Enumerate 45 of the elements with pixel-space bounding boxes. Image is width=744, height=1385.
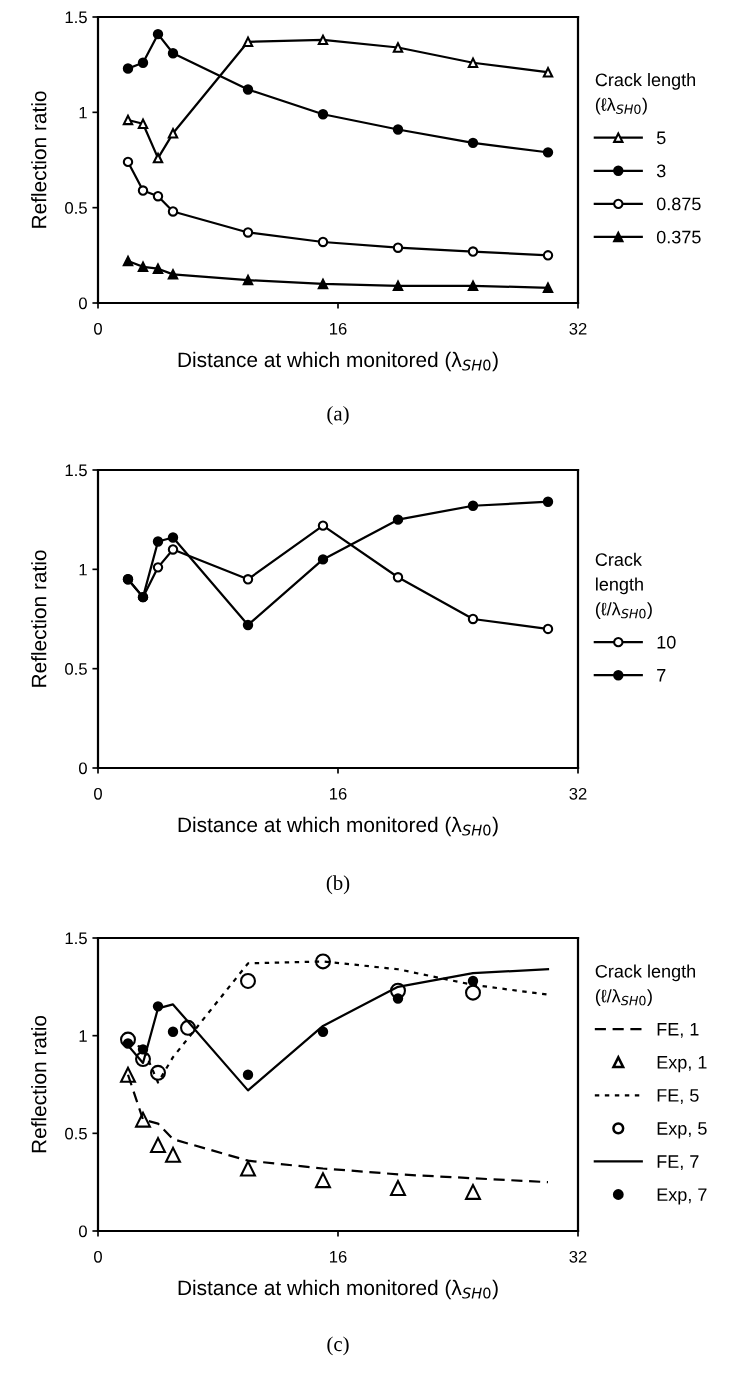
legend-label: 5 xyxy=(656,131,666,145)
legend-title: Crack length (ℓλ$_{SH0}$) xyxy=(595,72,696,115)
x-axis-title: Distance at which monitored (λ$_{SH0}$) xyxy=(178,1279,498,1300)
text: (b) xyxy=(326,875,350,895)
y-tick-label: 0 xyxy=(78,297,87,310)
legend-label: FE, 5 xyxy=(657,1089,699,1104)
x-tick-label: 0 xyxy=(94,322,102,335)
y-tick-label: 1 xyxy=(79,563,87,576)
legend-label: Exp, 7 xyxy=(657,1188,707,1205)
legend-label: Exp, 1 xyxy=(657,1056,707,1073)
legend-label: 10 xyxy=(657,635,676,649)
text: (a) xyxy=(327,405,349,425)
y-axis-title: Reflection ratio xyxy=(31,550,47,687)
x-axis-title: Distance at which monitored (λ$_{SH0}$) xyxy=(178,816,498,837)
y-tick-label: 0 xyxy=(78,762,87,775)
y-tick-label: 1.5 xyxy=(65,11,87,24)
y-tick-label: 0.5 xyxy=(65,663,87,675)
legend-label: 0.375 xyxy=(656,230,701,244)
legend-label: 0.875 xyxy=(656,197,701,211)
x-tick-label: 0 xyxy=(94,1250,102,1263)
y-tick-label: 1.5 xyxy=(65,932,87,945)
y-axis-title: Reflection ratio xyxy=(31,1015,47,1153)
legend-label: Exp, 5 xyxy=(657,1122,707,1139)
legend-label: 3 xyxy=(656,164,666,178)
legend-title: Crack length (ℓ/λ$_{SH0}$) xyxy=(595,552,652,619)
x-tick-label: 16 xyxy=(330,1250,347,1263)
y-tick-label: 0 xyxy=(78,1225,87,1238)
y-tick-label: 1 xyxy=(79,1030,87,1042)
legend-label: 7 xyxy=(657,669,666,682)
x-tick-label: 32 xyxy=(569,787,587,800)
legend-label: FE, 7 xyxy=(657,1155,699,1171)
y-tick-label: 0.5 xyxy=(65,202,87,214)
y-tick-label: 1.5 xyxy=(65,464,87,477)
y-tick-label: 0.5 xyxy=(65,1127,87,1140)
y-axis-title: Reflection ratio xyxy=(31,91,47,228)
text: (c) xyxy=(327,1336,349,1356)
x-tick-label: 32 xyxy=(569,322,587,335)
legend-label: FE, 1 xyxy=(657,1023,699,1038)
x-tick-label: 16 xyxy=(330,787,347,800)
x-tick-label: 0 xyxy=(94,787,102,800)
x-tick-label: 32 xyxy=(569,1250,587,1263)
y-tick-label: 1 xyxy=(79,106,87,119)
x-axis-title: Distance at which monitored (λ$_{SH0}$) xyxy=(178,351,498,372)
x-tick-label: 16 xyxy=(330,322,347,335)
legend-title: Crack length (ℓ/λ$_{SH0}$) xyxy=(595,964,696,1006)
